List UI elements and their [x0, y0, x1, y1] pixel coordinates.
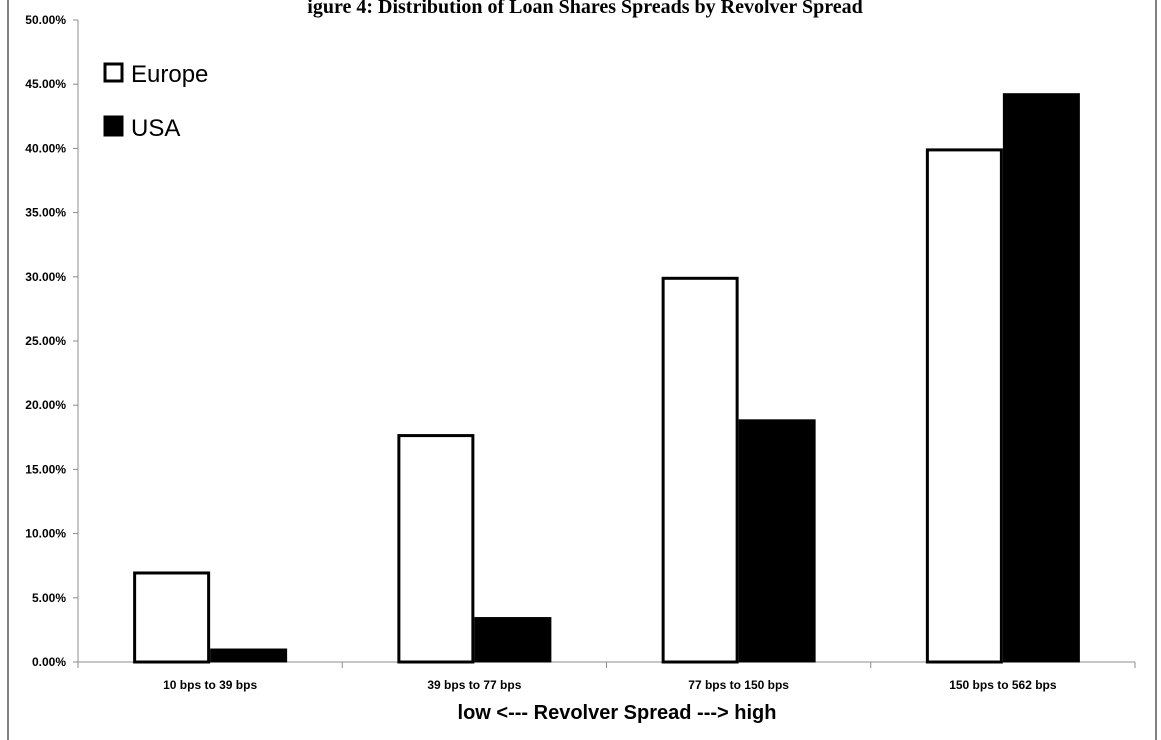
- y-tick-label: 45.00%: [25, 77, 66, 91]
- bar-europe-3: [661, 276, 739, 664]
- y-tick-label: 25.00%: [25, 334, 66, 348]
- x-tick-label: 150 bps to 562 bps: [949, 678, 1057, 692]
- bar-usa-2: [474, 617, 552, 663]
- bar-usa-4: [1002, 93, 1080, 663]
- bars: [133, 93, 1080, 664]
- bar-usa-1: [210, 648, 288, 663]
- y-tick-label: 15.00%: [25, 462, 66, 476]
- bar-europe-1: [133, 571, 211, 664]
- y-axis: 0.00% 5.00% 10.00% 15.00% 20.00% 25.00% 30.00%…: [25, 13, 79, 669]
- y-tick-label: 20.00%: [25, 398, 66, 412]
- y-tick-label: 5.00%: [32, 591, 66, 605]
- y-tick-label: 0.00%: [32, 655, 66, 669]
- chart-frame: [7, 0, 1157, 740]
- y-tick-label: 35.00%: [25, 206, 66, 220]
- x-tick-label: 39 bps to 77 bps: [427, 678, 521, 692]
- x-axis-title: low <--- Revolver Spread ---> high: [458, 702, 777, 724]
- x-tick-label: 10 bps to 39 bps: [163, 678, 257, 692]
- legend-label-europe: Europe: [131, 61, 208, 88]
- bar-usa-3: [738, 419, 816, 663]
- chart-title: igure 4: Distribution of Loan Shares Spr…: [307, 0, 862, 18]
- x-axis: 10 bps to 39 bps 39 bps to 77 bps 77 bps t…: [77, 661, 1136, 692]
- legend-label-usa: USA: [131, 115, 180, 142]
- y-tick-label: 40.00%: [25, 141, 66, 155]
- legend: Europe USA: [103, 61, 208, 142]
- y-tick-label: 30.00%: [25, 270, 66, 284]
- x-tick-label: 77 bps to 150 bps: [688, 678, 789, 692]
- legend-swatch-europe: [103, 62, 124, 83]
- bar-europe-4: [925, 148, 1003, 664]
- y-tick-label: 50.00%: [25, 13, 66, 27]
- legend-swatch-usa: [103, 115, 124, 137]
- y-tick-label: 10.00%: [25, 527, 66, 541]
- bar-europe-2: [397, 434, 475, 664]
